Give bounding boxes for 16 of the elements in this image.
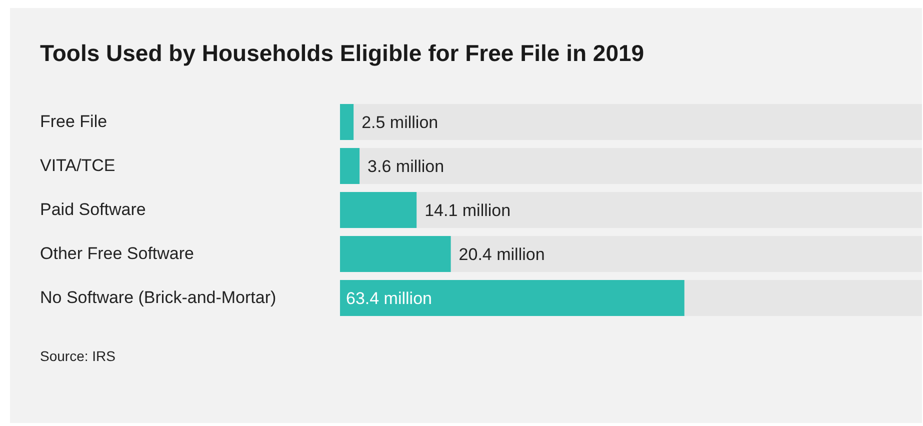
y-tick-label: No Software (Brick-and-Mortar) (40, 288, 276, 307)
y-tick-label: Paid Software (40, 200, 146, 219)
bar (340, 104, 354, 140)
y-tick-label: VITA/TCE (40, 156, 116, 175)
data-label: 2.5 million (362, 113, 438, 132)
data-label: 63.4 million (346, 289, 432, 308)
chart-title: Tools Used by Households Eligible for Free File in 2019 (40, 40, 644, 67)
data-label: 14.1 million (424, 201, 511, 220)
source-note: Source: IRS (40, 348, 116, 364)
bar (340, 148, 360, 184)
y-tick-label: Other Free Software (40, 244, 194, 263)
y-tick-label: Free File (40, 112, 108, 131)
bar (340, 192, 417, 228)
bar (340, 236, 451, 272)
data-label: 3.6 million (368, 157, 444, 176)
data-label: 20.4 million (458, 245, 545, 264)
